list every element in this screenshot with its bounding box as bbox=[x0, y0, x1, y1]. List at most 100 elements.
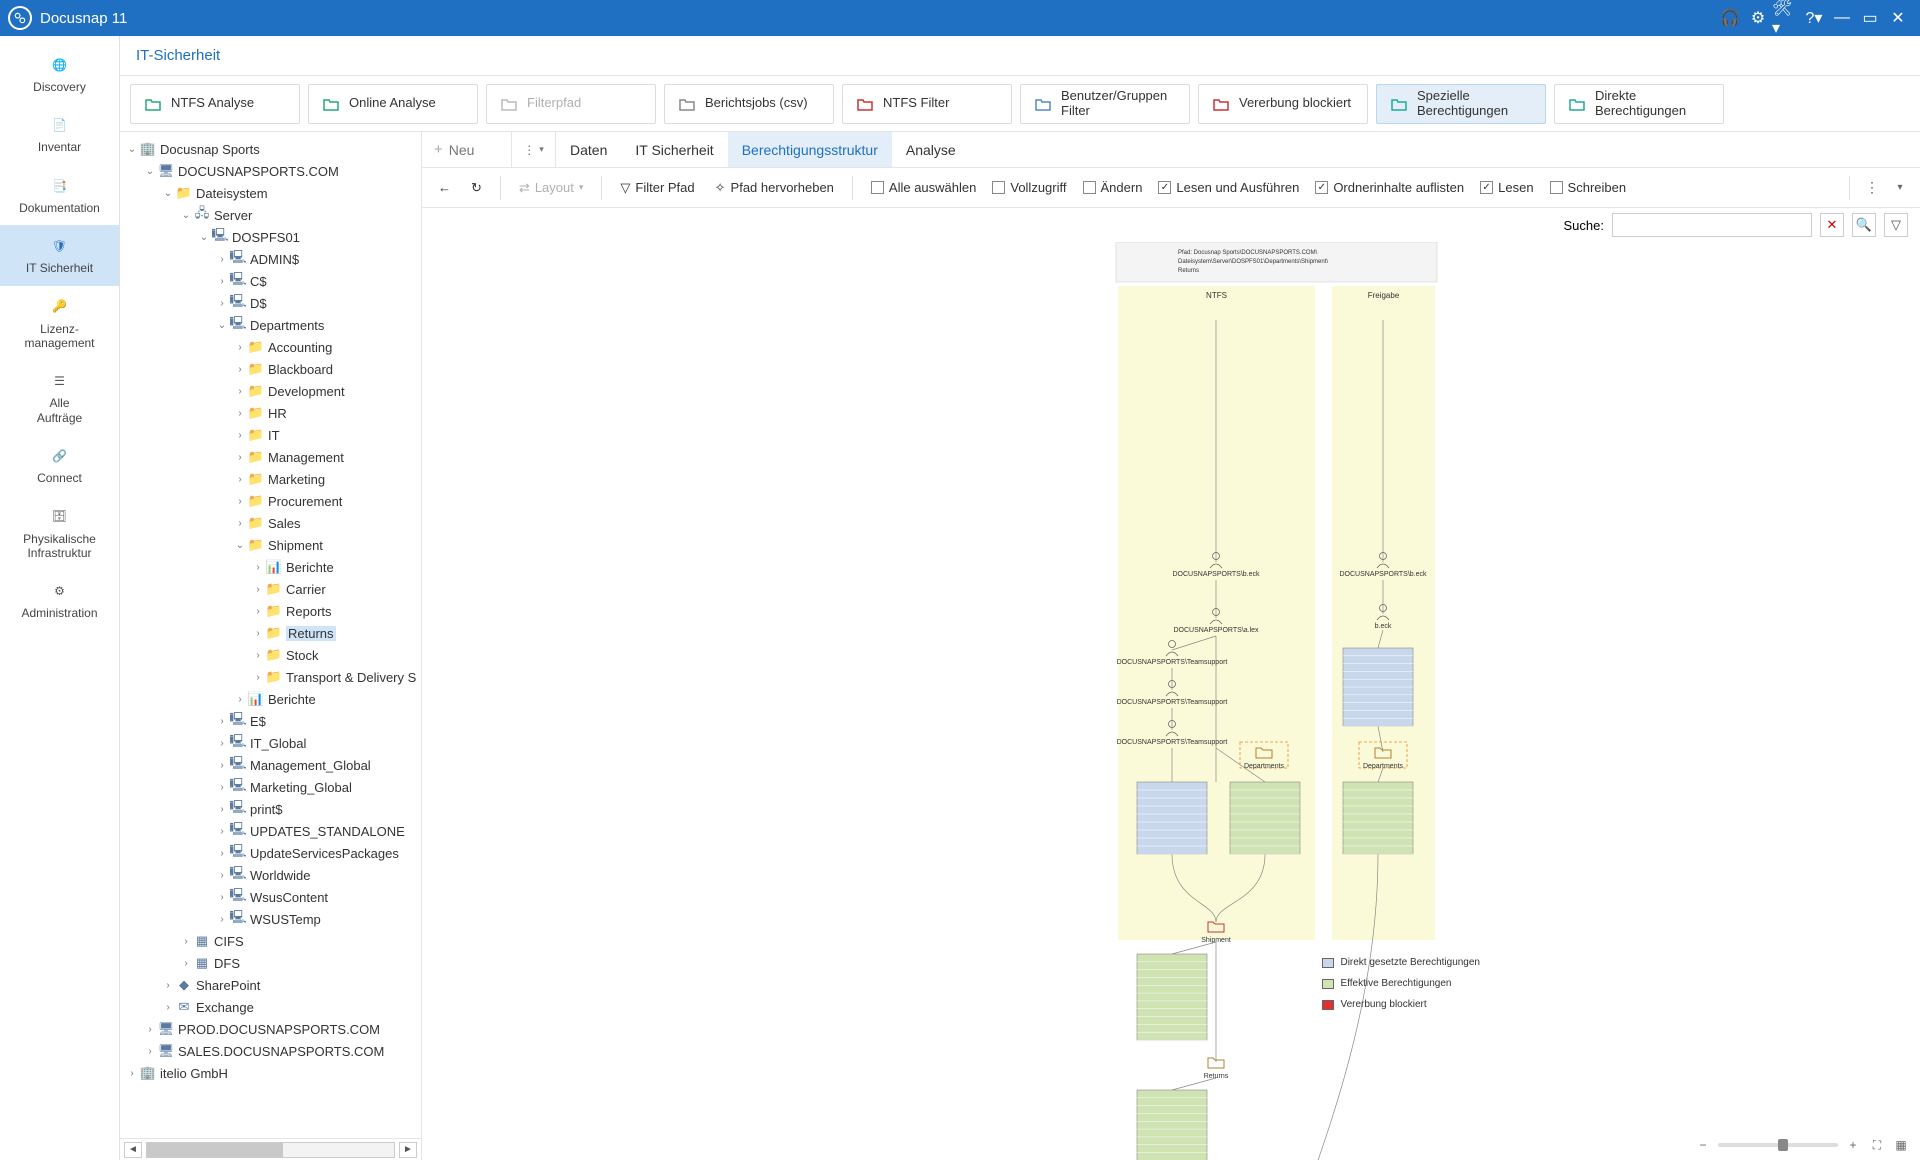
maximize-icon[interactable]: ▭ bbox=[1856, 4, 1884, 32]
expand-icon[interactable]: › bbox=[234, 386, 246, 397]
expand-icon[interactable]: › bbox=[234, 364, 246, 375]
tree-node[interactable]: ›📊Berichte bbox=[120, 556, 421, 578]
tree-horizontal-scrollbar[interactable]: ◄ ► bbox=[120, 1138, 421, 1160]
close-icon[interactable]: ✕ bbox=[1884, 4, 1912, 32]
expand-icon[interactable]: › bbox=[162, 980, 174, 991]
tree-node[interactable]: ›🖳IT_Global bbox=[120, 732, 421, 754]
tree-node[interactable]: ›🖳Worldwide bbox=[120, 864, 421, 886]
tree-node[interactable]: ›🖳WSUSTemp bbox=[120, 908, 421, 930]
tree-node[interactable]: ›📁Blackboard bbox=[120, 358, 421, 380]
tree-node[interactable]: ›🖳UPDATES_STANDALONE bbox=[120, 820, 421, 842]
check-aendern[interactable]: Ändern bbox=[1075, 180, 1151, 195]
check-ordner[interactable]: ✓Ordnerinhalte auflisten bbox=[1307, 180, 1472, 195]
tree-node[interactable]: ›✉Exchange bbox=[120, 996, 421, 1018]
tree-node[interactable]: ›📁Development bbox=[120, 380, 421, 402]
scroll-left-icon[interactable]: ◄ bbox=[124, 1142, 142, 1158]
toolbar-menu-icon[interactable]: ⋮ bbox=[1860, 179, 1884, 196]
expand-icon[interactable]: › bbox=[234, 474, 246, 485]
expand-icon[interactable]: ⌄ bbox=[198, 232, 210, 243]
expand-icon[interactable]: › bbox=[234, 518, 246, 529]
zoom-slider[interactable] bbox=[1718, 1143, 1838, 1147]
expand-icon[interactable]: › bbox=[216, 870, 228, 881]
tree-node[interactable]: ›📁Marketing bbox=[120, 468, 421, 490]
ribbon-ntfs-analyse[interactable]: NTFS Analyse bbox=[130, 84, 300, 124]
tree-node[interactable]: ⌄🖳Departments bbox=[120, 314, 421, 336]
expand-icon[interactable]: › bbox=[234, 496, 246, 507]
ribbon-benutzer-gruppen[interactable]: Benutzer/Gruppen Filter bbox=[1020, 84, 1190, 124]
nav-item-discovery[interactable]: 🌐Discovery bbox=[0, 44, 119, 104]
tree-node[interactable]: ›📁Management bbox=[120, 446, 421, 468]
nav-item-connect[interactable]: 🔗Connect bbox=[0, 435, 119, 495]
nav-item-auftraege[interactable]: ☰Alle Aufträge bbox=[0, 360, 119, 435]
tree-node[interactable]: ›🖳Management_Global bbox=[120, 754, 421, 776]
tree-node[interactable]: ⌄📁Shipment bbox=[120, 534, 421, 556]
tree-node[interactable]: ›📁Accounting bbox=[120, 336, 421, 358]
expand-icon[interactable]: › bbox=[144, 1024, 156, 1035]
expand-icon[interactable]: › bbox=[162, 1002, 174, 1013]
expand-icon[interactable]: › bbox=[234, 342, 246, 353]
expand-icon[interactable]: ⌄ bbox=[162, 188, 174, 199]
expand-icon[interactable]: › bbox=[180, 936, 192, 947]
expand-icon[interactable]: ⌄ bbox=[216, 320, 228, 331]
zoom-actual-icon[interactable]: ▦ bbox=[1892, 1136, 1910, 1154]
tree-node[interactable]: ›📁Stock bbox=[120, 644, 421, 666]
tree-node[interactable]: ›📁Reports bbox=[120, 600, 421, 622]
tree-node[interactable]: ›📁Carrier bbox=[120, 578, 421, 600]
expand-icon[interactable]: ⌄ bbox=[234, 540, 246, 551]
tree-node[interactable]: ›📊Berichte bbox=[120, 688, 421, 710]
expand-icon[interactable]: › bbox=[252, 672, 264, 683]
tree-node[interactable]: ›▦DFS bbox=[120, 952, 421, 974]
scroll-track[interactable] bbox=[146, 1142, 395, 1158]
expand-icon[interactable]: › bbox=[216, 254, 228, 265]
tree-node[interactable]: ›📁HR bbox=[120, 402, 421, 424]
tools-icon[interactable]: 🛠▾ bbox=[1772, 4, 1800, 32]
tree-node[interactable]: ›📁Transport & Delivery S bbox=[120, 666, 421, 688]
expand-icon[interactable]: › bbox=[144, 1046, 156, 1057]
expand-icon[interactable]: › bbox=[252, 584, 264, 595]
expand-icon[interactable]: › bbox=[234, 452, 246, 463]
tab-itsich[interactable]: IT Sicherheit bbox=[621, 132, 727, 167]
toolbar-dropdown-icon[interactable]: ▾ bbox=[1888, 182, 1912, 193]
expand-icon[interactable]: › bbox=[252, 562, 264, 573]
tree-node[interactable]: ›📁IT bbox=[120, 424, 421, 446]
search-go-icon[interactable]: 🔍 bbox=[1852, 213, 1876, 237]
help-icon[interactable]: ?▾ bbox=[1800, 4, 1828, 32]
tree-node[interactable]: ⌄🖧Server bbox=[120, 204, 421, 226]
expand-icon[interactable]: › bbox=[252, 606, 264, 617]
expand-icon[interactable]: › bbox=[216, 738, 228, 749]
expand-icon[interactable]: › bbox=[180, 958, 192, 969]
zoom-fit-icon[interactable]: ⛶ bbox=[1868, 1136, 1886, 1154]
headset-icon[interactable]: 🎧 bbox=[1716, 4, 1744, 32]
tree-node[interactable]: ›🖳C$ bbox=[120, 270, 421, 292]
tab-new[interactable]: + Neu bbox=[422, 132, 512, 167]
layout-button[interactable]: ⇄Layout▾ bbox=[511, 176, 591, 200]
expand-icon[interactable]: › bbox=[216, 276, 228, 287]
expand-icon[interactable]: › bbox=[216, 782, 228, 793]
tree-node[interactable]: ›📁Procurement bbox=[120, 490, 421, 512]
expand-icon[interactable]: › bbox=[234, 694, 246, 705]
zoom-out-icon[interactable]: − bbox=[1694, 1136, 1712, 1154]
back-button[interactable]: ← bbox=[430, 176, 459, 199]
tree-node[interactable]: ›🖳ADMIN$ bbox=[120, 248, 421, 270]
expand-icon[interactable]: › bbox=[216, 298, 228, 309]
tab-overflow[interactable]: ⋮▾ bbox=[512, 132, 556, 167]
expand-icon[interactable]: › bbox=[216, 914, 228, 925]
tree-node[interactable]: ⌄🖥DOCUSNAPSPORTS.COM bbox=[120, 160, 421, 182]
tree-node[interactable]: ›🖥PROD.DOCUSNAPSPORTS.COM bbox=[120, 1018, 421, 1040]
tree-node[interactable]: ⌄🏢Docusnap Sports bbox=[120, 138, 421, 160]
ribbon-vererbung[interactable]: Vererbung blockiert bbox=[1198, 84, 1368, 124]
tree-node[interactable]: ›🖳WsusContent bbox=[120, 886, 421, 908]
nav-item-inventar[interactable]: 📄Inventar bbox=[0, 104, 119, 164]
expand-icon[interactable]: › bbox=[216, 826, 228, 837]
check-voll[interactable]: Vollzugriff bbox=[984, 180, 1074, 195]
tree-node[interactable]: ›📁Returns bbox=[120, 622, 421, 644]
minimize-icon[interactable]: — bbox=[1828, 4, 1856, 32]
expand-icon[interactable]: › bbox=[126, 1068, 138, 1079]
tree[interactable]: ⌄🏢Docusnap Sports⌄🖥DOCUSNAPSPORTS.COM⌄📁D… bbox=[120, 132, 421, 1138]
scroll-thumb[interactable] bbox=[147, 1143, 283, 1157]
ribbon-berichtsjobs[interactable]: Berichtsjobs (csv) bbox=[664, 84, 834, 124]
search-clear-icon[interactable]: ✕ bbox=[1820, 213, 1844, 237]
refresh-button[interactable]: ↻ bbox=[463, 176, 490, 200]
expand-icon[interactable]: › bbox=[234, 430, 246, 441]
expand-icon[interactable]: › bbox=[216, 760, 228, 771]
